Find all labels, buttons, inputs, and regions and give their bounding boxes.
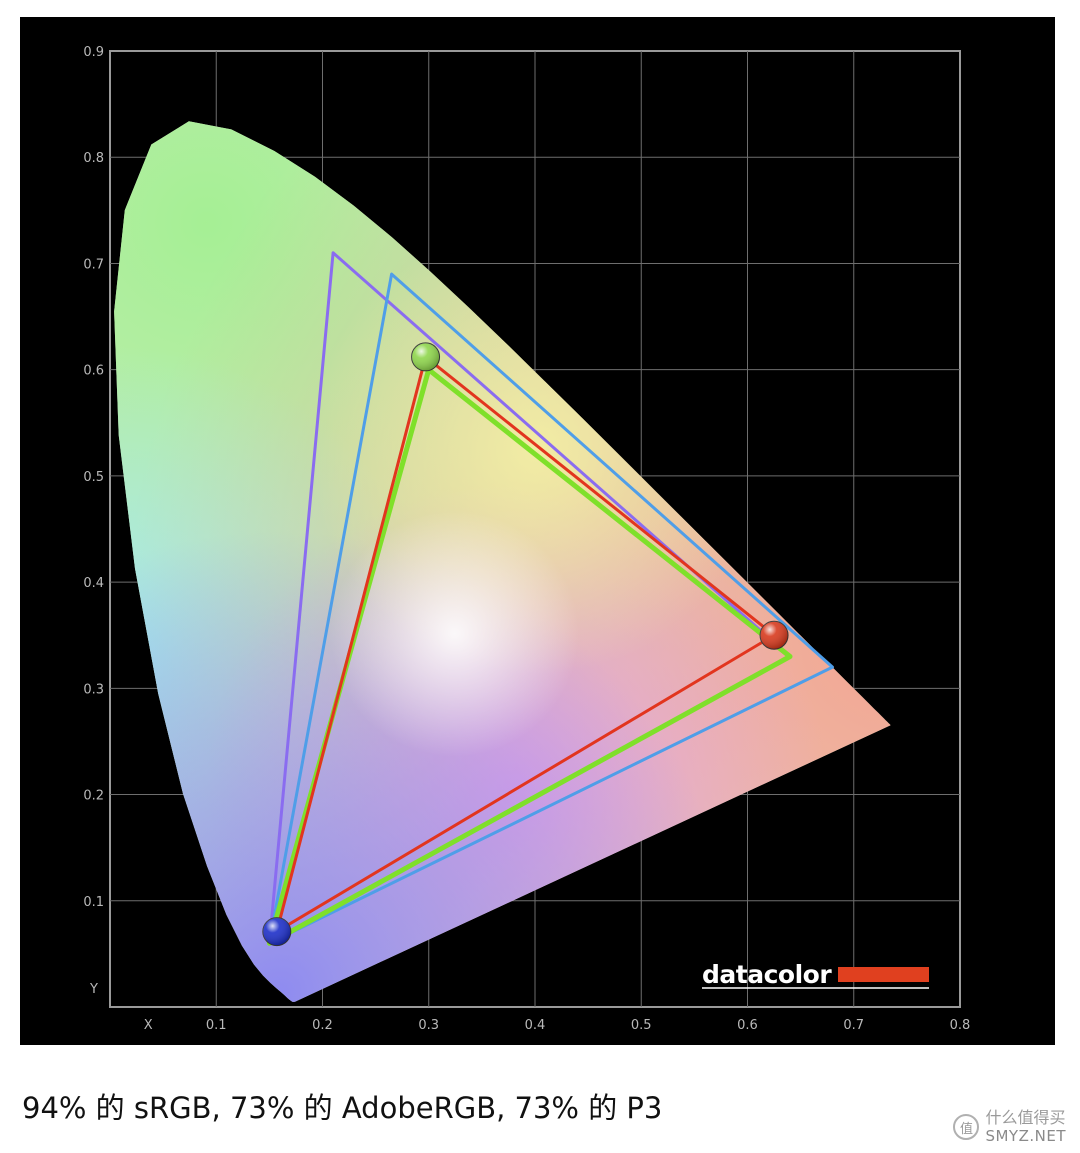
datacolor-wordmark: datacolor bbox=[702, 960, 832, 989]
datacolor-bar bbox=[838, 967, 929, 982]
y-tick-label: 0.1 bbox=[83, 895, 104, 910]
primary-point-shine bbox=[411, 342, 440, 371]
x-tick-label: 0.8 bbox=[950, 1018, 971, 1033]
x-tick-label: 0.4 bbox=[525, 1018, 546, 1033]
chart-canvas: 0.1 0.2 0.3 0.4 0.5 0.6 0.7 0.8 0.1 0.2 0.3 0.4 0.5 0… bbox=[83, 45, 971, 1033]
gamut-triangle bbox=[275, 355, 776, 934]
x-tick-label: 0.6 bbox=[737, 1018, 758, 1033]
chromaticity-chart: 0.1 0.2 0.3 0.4 0.5 0.6 0.7 0.8 0.1 0.2 0.3 0.4 0.5 0… bbox=[20, 17, 1055, 1045]
site-watermark: 值 什么值得买 SMYZ.NET bbox=[953, 1109, 1066, 1145]
y-tick-label: 0.9 bbox=[83, 45, 104, 60]
y-tick-label: 0.6 bbox=[83, 364, 104, 379]
primary-point-shine bbox=[760, 621, 789, 650]
chart-caption: 94% 的 sRGB, 73% 的 AdobeRGB, 73% 的 P3 bbox=[22, 1091, 663, 1125]
locus-white-point bbox=[114, 121, 891, 1002]
watermark-text: 什么值得买 bbox=[985, 1108, 1066, 1127]
y-tick-label: 0.7 bbox=[83, 257, 104, 272]
x-axis-label: X bbox=[144, 1018, 153, 1033]
watermark-logo-icon: 值 bbox=[953, 1114, 980, 1140]
y-axis-label: Y bbox=[89, 982, 98, 997]
x-tick-label: 0.5 bbox=[631, 1018, 652, 1033]
gamut-triangle bbox=[267, 272, 834, 945]
x-tick-label: 0.3 bbox=[418, 1018, 439, 1033]
datacolor-logo: datacolor bbox=[702, 960, 929, 989]
y-tick-label: 0.5 bbox=[83, 470, 104, 485]
x-tick-label: 0.1 bbox=[206, 1018, 227, 1033]
primary-point-shine bbox=[262, 917, 291, 946]
x-tick-label: 0.2 bbox=[312, 1018, 333, 1033]
y-tick-label: 0.8 bbox=[83, 151, 104, 166]
x-tick-label: 0.7 bbox=[843, 1018, 864, 1033]
y-tick-label: 0.3 bbox=[83, 682, 104, 697]
y-tick-label: 0.2 bbox=[83, 789, 104, 804]
watermark-domain: SMYZ.NET bbox=[985, 1127, 1066, 1145]
y-tick-label: 0.4 bbox=[83, 576, 104, 591]
